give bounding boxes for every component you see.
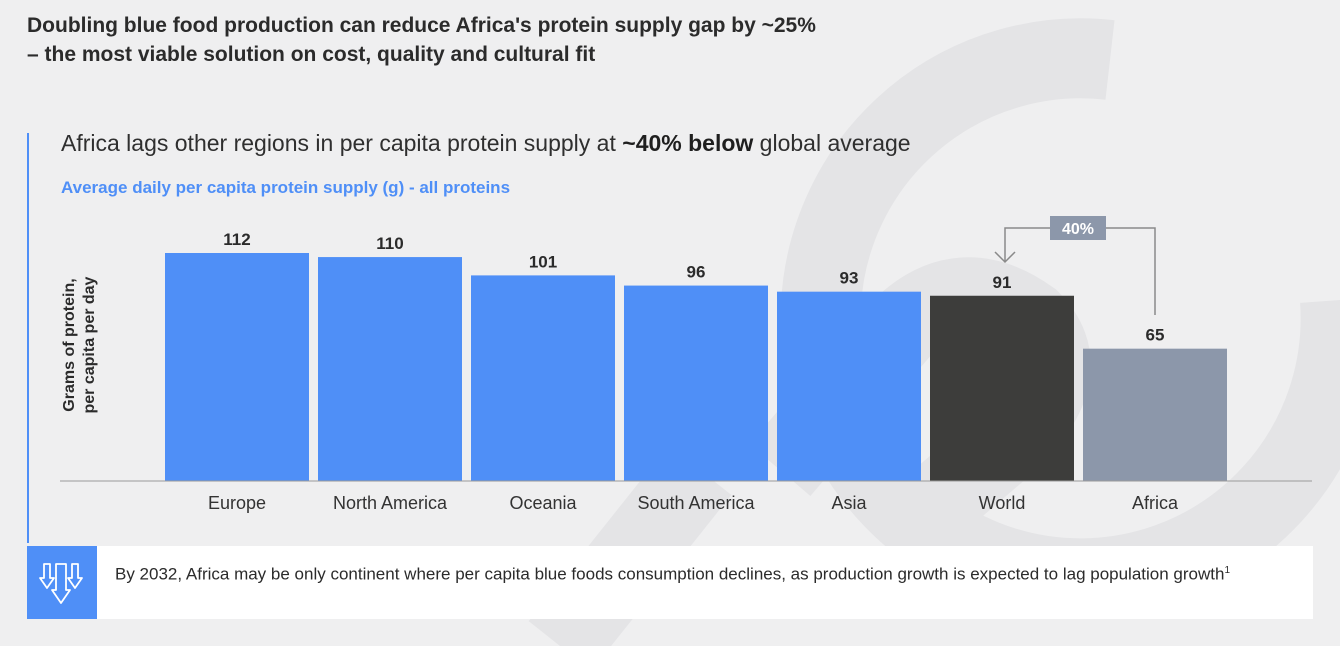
category-label-asia: Asia — [831, 493, 867, 513]
bar-north-america — [318, 257, 462, 481]
chart-subtitle: Africa lags other regions in per capita … — [61, 130, 911, 157]
bar-world — [930, 295, 1074, 481]
subtitle-emphasis: ~40% below — [622, 130, 754, 156]
value-label-north-america: 110 — [376, 234, 403, 253]
accent-divider — [27, 133, 29, 543]
gap-arrow-head-icon — [994, 251, 1016, 264]
gap-badge-label: 40% — [1062, 221, 1094, 238]
category-label-oceania: Oceania — [509, 493, 577, 513]
value-label-south-america: 96 — [687, 263, 706, 282]
metric-label: Average daily per capita protein supply … — [61, 178, 511, 197]
subtitle-text-after: global average — [753, 130, 911, 156]
value-label-europe: 112 — [223, 230, 250, 249]
headline-line-1: Doubling blue food production can reduce… — [27, 14, 816, 37]
bar-europe — [165, 253, 309, 481]
value-label-asia: 93 — [840, 269, 859, 288]
value-label-oceania: 101 — [529, 252, 557, 271]
insight-callout: By 2032, Africa may be only continent wh… — [27, 546, 1313, 619]
subtitle-text-before: Africa lags other regions in per capita … — [61, 130, 623, 156]
bar-oceania — [471, 275, 615, 481]
bar-asia — [777, 291, 921, 481]
category-label-world: World — [979, 493, 1026, 513]
down-arrows-icon — [27, 546, 97, 619]
footnote-marker: 1 — [1224, 565, 1231, 576]
category-label-europe: Europe — [208, 493, 266, 513]
category-label-africa: Africa — [1132, 493, 1179, 513]
down-arrows-icon-svg — [39, 563, 83, 604]
callout-body: By 2032, Africa may be only continent wh… — [115, 564, 1225, 584]
value-label-africa: 65 — [1146, 326, 1165, 345]
bars-layer: 112 Europe 110 North America 101 Oceania 96 Sou… — [165, 230, 1227, 513]
bar-africa — [1083, 348, 1227, 481]
bar-south-america — [624, 285, 768, 481]
gap-badge — [1050, 216, 1106, 240]
headline: Doubling blue food production can reduce… — [27, 11, 987, 69]
category-label-north-america: North America — [333, 493, 448, 513]
value-label-world: 91 — [993, 273, 1012, 292]
category-label-south-america: South America — [637, 493, 755, 513]
callout-text: By 2032, Africa may be only continent wh… — [115, 560, 1245, 586]
headline-line-2: – the most viable solution on cost, qual… — [27, 43, 596, 66]
